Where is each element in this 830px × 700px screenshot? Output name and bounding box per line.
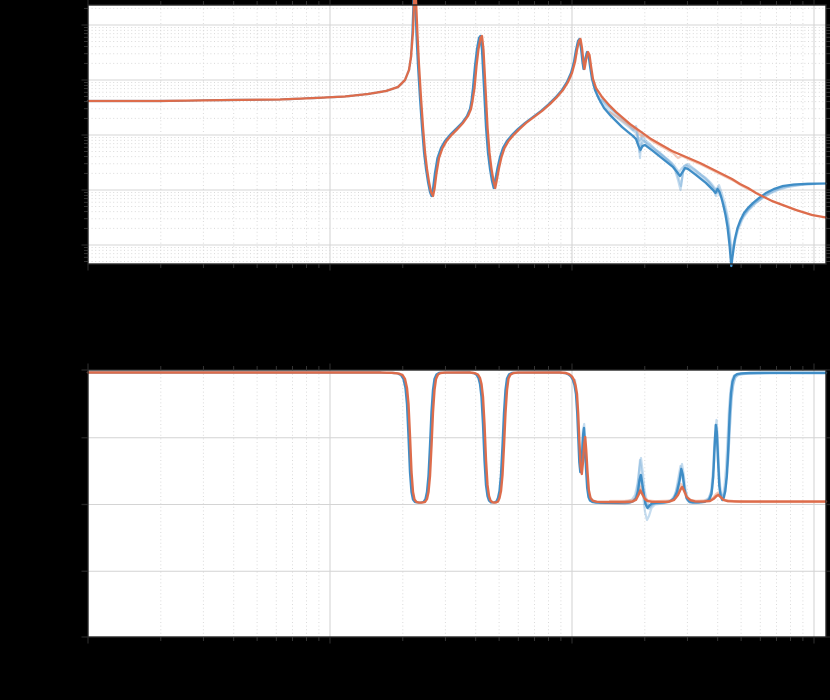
phase-plot-area [88,370,826,637]
mag-sample-blue-3 [600,98,817,262]
phase-spines [87,369,827,638]
phase-nominal-orange [86,371,828,504]
phase-axis-ticks [81,363,830,644]
phase-series [86,371,828,522]
phase-grid-major [88,370,826,637]
magnitude-grid-major [88,5,826,264]
phase-grid-minor [160,370,804,637]
mag-sample-blue-2 [598,100,814,254]
phase-axes [81,363,830,644]
magnitude-axis-ticks [81,0,830,271]
magnitude-axes [81,0,830,271]
magnitude-series [86,0,828,268]
magnitude-grid-minor [88,5,826,264]
mag-nominal-orange [86,0,828,219]
